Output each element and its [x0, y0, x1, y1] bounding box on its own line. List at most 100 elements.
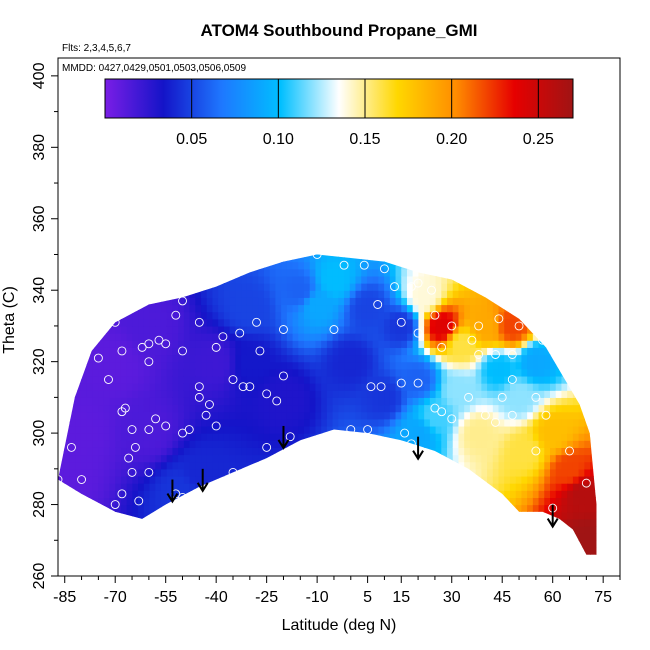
field-cell — [532, 333, 540, 341]
field-cell — [498, 511, 505, 520]
field-cell — [578, 254, 585, 256]
field-cell — [167, 562, 173, 570]
field-cell — [401, 318, 408, 327]
field-cell — [366, 490, 374, 498]
field-cell — [509, 340, 517, 348]
field-cell — [281, 304, 288, 313]
field-cell — [372, 490, 379, 498]
field-cell — [350, 555, 356, 563]
field-cell — [429, 547, 437, 555]
field-cell — [120, 533, 128, 541]
field-cell — [498, 533, 505, 541]
field-cell — [578, 297, 585, 306]
field-cell — [355, 261, 362, 270]
field-cell — [223, 483, 231, 491]
field-cell — [458, 533, 465, 541]
field-cell — [172, 333, 179, 341]
field-cell — [389, 461, 397, 470]
field-cell — [126, 454, 133, 463]
field-cell — [304, 347, 311, 356]
field-cell — [155, 325, 162, 334]
field-cell — [178, 340, 185, 348]
field-cell — [178, 440, 185, 448]
field-cell — [464, 518, 471, 527]
field-cell — [487, 418, 494, 427]
field-cell — [304, 390, 311, 398]
field-cell — [567, 325, 574, 334]
field-cell — [98, 268, 105, 277]
field-cell — [584, 297, 591, 306]
field-cell — [315, 275, 322, 284]
field-cell — [344, 454, 351, 463]
field-cell — [218, 311, 225, 320]
field-cell — [253, 562, 259, 570]
field-cell — [269, 475, 276, 484]
field-cell — [218, 347, 225, 356]
field-cell — [229, 333, 236, 341]
field-cell — [104, 562, 110, 570]
field-cell — [263, 361, 271, 370]
field-cell — [372, 325, 379, 334]
field-cell — [418, 425, 425, 434]
field-cell — [412, 254, 420, 256]
field-cell — [435, 540, 442, 549]
field-cell — [120, 304, 128, 313]
field-cell — [395, 347, 402, 356]
field-cell — [218, 268, 225, 277]
field-cell — [509, 254, 517, 263]
field-cell — [590, 390, 597, 398]
field-cell — [126, 254, 133, 263]
field-cell — [366, 325, 374, 334]
field-cell — [155, 533, 162, 541]
field-cell — [132, 547, 139, 555]
field-cell — [258, 540, 265, 549]
field-cell — [458, 311, 465, 320]
field-cell — [166, 540, 174, 549]
field-cell — [584, 547, 591, 555]
field-cell — [406, 283, 414, 291]
field-cell — [389, 397, 397, 406]
field-cell — [298, 411, 305, 420]
field-cell — [69, 454, 76, 463]
field-cell — [252, 404, 259, 413]
field-cell — [590, 254, 597, 256]
field-cell — [538, 390, 545, 398]
field-cell — [384, 497, 391, 506]
field-cell — [315, 418, 322, 427]
field-cell — [298, 518, 305, 527]
field-cell — [258, 504, 265, 513]
flight-arrow — [546, 504, 559, 529]
field-cell — [92, 275, 99, 284]
field-cell — [475, 440, 482, 448]
field-cell — [138, 468, 145, 477]
field-cell — [309, 311, 317, 320]
field-cell — [406, 325, 414, 334]
field-cell — [521, 483, 528, 491]
field-cell — [241, 418, 248, 427]
field-cell — [532, 290, 540, 298]
field-cell — [338, 283, 345, 291]
field-cell — [258, 368, 265, 377]
observation-point — [494, 314, 504, 324]
field-cell — [86, 440, 93, 448]
field-cell — [58, 533, 65, 541]
field-cell — [109, 290, 116, 298]
field-cell — [80, 475, 88, 484]
field-cell — [544, 354, 551, 363]
field-cell — [315, 361, 322, 370]
field-cell — [315, 311, 322, 320]
field-cell — [292, 290, 299, 298]
field-cell — [389, 340, 397, 348]
field-cell — [252, 361, 259, 370]
field-cell — [166, 375, 174, 384]
field-cell — [355, 433, 362, 441]
field-cell — [103, 425, 111, 434]
field-cell — [372, 425, 379, 434]
field-cell — [550, 411, 557, 420]
field-cell — [75, 504, 82, 513]
field-cell — [326, 311, 334, 320]
field-cell — [447, 518, 454, 527]
field-cell — [315, 504, 322, 513]
field-cell — [338, 290, 345, 298]
field-cell — [80, 297, 88, 306]
